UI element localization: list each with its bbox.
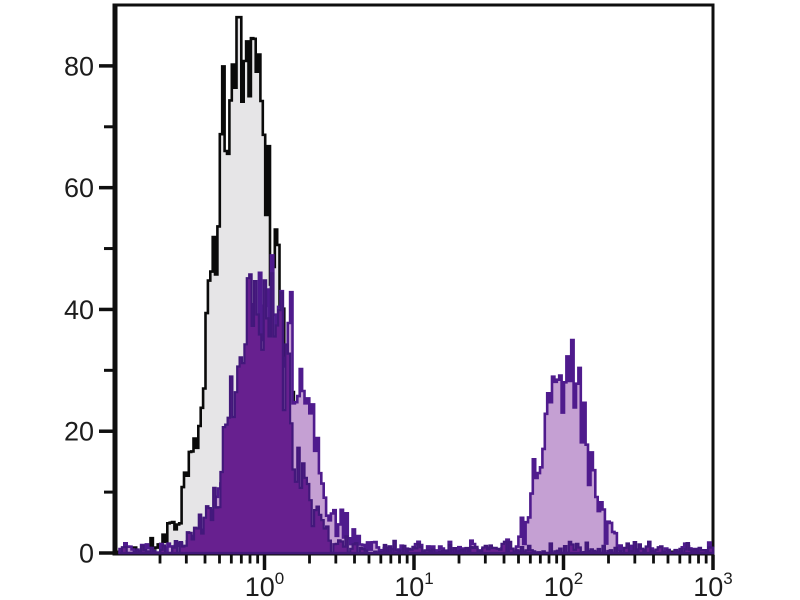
- axis-labels-layer: 0 20 40 60 80 100 101 102 103: [64, 51, 733, 600]
- y-axis-tick-label: 80: [64, 51, 94, 81]
- dark-purple-filled-histogram: [119, 272, 715, 555]
- x-axis-tick-label: 100: [245, 569, 285, 600]
- y-axis-tick-label: 20: [64, 417, 94, 447]
- x-axis-tick-label: 103: [693, 569, 733, 600]
- axis-ticks-layer: [99, 64, 715, 570]
- x-axis-tick-label: 101: [394, 569, 434, 600]
- y-axis-tick-label: 0: [79, 539, 94, 569]
- x-axis-tick-label: 102: [544, 569, 584, 600]
- y-axis-tick-label: 40: [64, 295, 94, 325]
- y-axis-tick-label: 60: [64, 173, 94, 203]
- histogram-series-layer: [118, 15, 715, 555]
